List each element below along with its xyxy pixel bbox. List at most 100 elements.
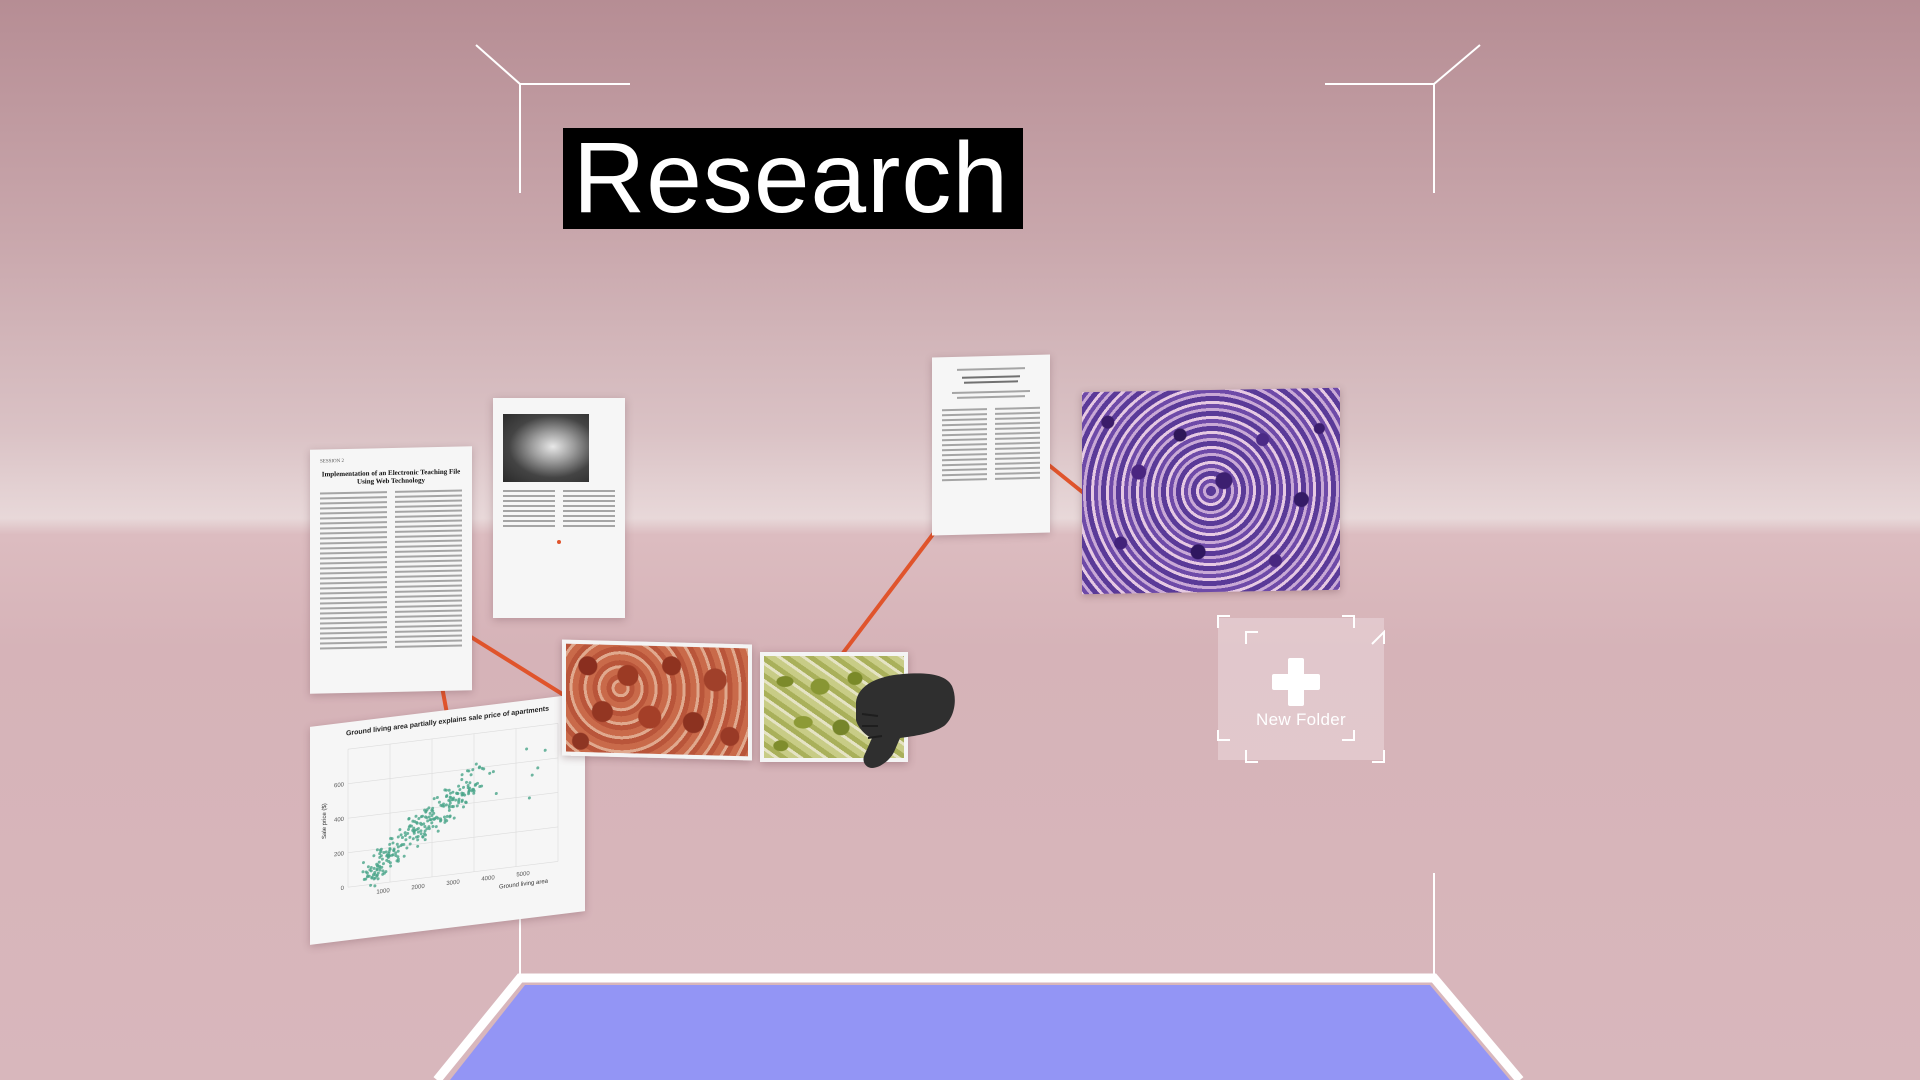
scatter-point (398, 828, 402, 832)
scatter-point (443, 815, 446, 819)
paper-section: SESSION 2 (320, 458, 345, 465)
scatter-point (396, 849, 400, 853)
scatter-point (445, 794, 449, 798)
scatter-point (379, 850, 383, 854)
connector-algae-to-paper (841, 523, 942, 655)
xray-image (503, 414, 589, 482)
paper-xray[interactable] (493, 398, 625, 618)
scatter-point (423, 825, 427, 829)
paper-teaching-file[interactable]: SESSION 2 Implementation of an Electroni… (310, 446, 472, 694)
scatter-point (432, 817, 436, 821)
scatter-point (434, 825, 438, 829)
plus-icon-bar (1272, 674, 1320, 690)
scatter-point (369, 883, 373, 887)
scatter-point (401, 836, 404, 840)
y-tick-label: 400 (334, 817, 345, 824)
x-tick-label: 2000 (411, 884, 425, 892)
scatter-point (430, 808, 434, 812)
scatter-point (442, 804, 446, 808)
scatter-point (449, 791, 452, 795)
scatter-point (414, 814, 418, 818)
paper-body (320, 489, 462, 653)
scatter-point (436, 829, 440, 833)
scatter-point (391, 841, 395, 845)
scatter-point (525, 747, 529, 751)
scatter-point (465, 780, 468, 784)
floor-surface (450, 985, 1510, 1080)
hand-grab-icon (856, 673, 955, 768)
scatter-point (404, 833, 407, 837)
scatter-point (457, 784, 461, 788)
scatter-point (419, 821, 422, 825)
grid-line-y (348, 861, 558, 888)
scatter-point (450, 805, 454, 809)
scatter-point (387, 850, 391, 854)
floor-edge (433, 973, 1524, 1080)
y-tick-label: 200 (334, 851, 345, 858)
scatter-point (365, 871, 369, 875)
scatter-point (435, 796, 439, 800)
scatter-point (416, 834, 420, 839)
scatter-point (451, 798, 455, 802)
scatter-point (491, 770, 495, 774)
scatter-point (424, 815, 427, 819)
connector-paper-to-micrograph (1043, 460, 1088, 497)
photo-blood-smear[interactable] (1082, 387, 1340, 595)
scatter-point (423, 808, 427, 812)
space-title[interactable]: Research (563, 128, 1023, 229)
scatter-point (369, 866, 373, 870)
scatter-point (417, 817, 421, 821)
scatter-point (378, 855, 382, 859)
scatter-point (410, 824, 413, 828)
y-tick-label: 0 (341, 886, 345, 892)
scatter-point (447, 808, 451, 812)
scatter-point (527, 796, 531, 800)
scatter-point (373, 884, 377, 888)
scatter-point (396, 835, 400, 839)
scatter-point (373, 870, 377, 874)
scatter-point (448, 799, 452, 803)
scatter-point (366, 865, 370, 869)
scatter-point (376, 863, 380, 867)
y-tick-label: 600 (334, 782, 345, 789)
scatter-point (408, 842, 412, 846)
scatter-point (406, 831, 410, 835)
scatter-point (430, 813, 434, 818)
scatter-point (444, 788, 448, 792)
scatter-point (471, 768, 475, 772)
scatter-point (425, 827, 429, 831)
scatter-point (385, 858, 389, 862)
scatter-point (407, 817, 411, 821)
connector-paper-to-cells (461, 630, 569, 699)
scatter-point (422, 832, 426, 836)
photo-epithelial-cells[interactable] (562, 639, 752, 761)
scatter-point (447, 804, 451, 808)
paper-right[interactable] (932, 354, 1050, 536)
scatter-point (375, 848, 379, 852)
scatter-point (364, 877, 368, 881)
scatter-point (382, 862, 385, 866)
scatter-point (427, 825, 431, 829)
chart-card[interactable]: Ground living area partially explains sa… (310, 693, 585, 945)
scatter-point (407, 827, 410, 831)
scatter-point (428, 811, 432, 815)
scatter-plot: 1000 2000 3000 4000 5000 0 200 400 600 Ground liv… (322, 723, 559, 896)
scatter-point (458, 788, 462, 792)
scatter-point (416, 838, 420, 842)
scatter-point (427, 815, 431, 819)
scatter-point (419, 832, 423, 836)
scatter-point (462, 785, 465, 789)
scatter-point (381, 869, 385, 873)
scatter-point (377, 860, 381, 864)
grid-line-y (348, 826, 558, 854)
scatter-point (404, 838, 408, 842)
scatter-point (380, 857, 384, 861)
scatter-point (370, 875, 374, 879)
scatter-point (368, 868, 372, 872)
scatter-point (429, 818, 433, 822)
x-tick-label: 4000 (481, 875, 495, 883)
scatter-point (399, 833, 403, 837)
scatter-point (457, 797, 461, 801)
